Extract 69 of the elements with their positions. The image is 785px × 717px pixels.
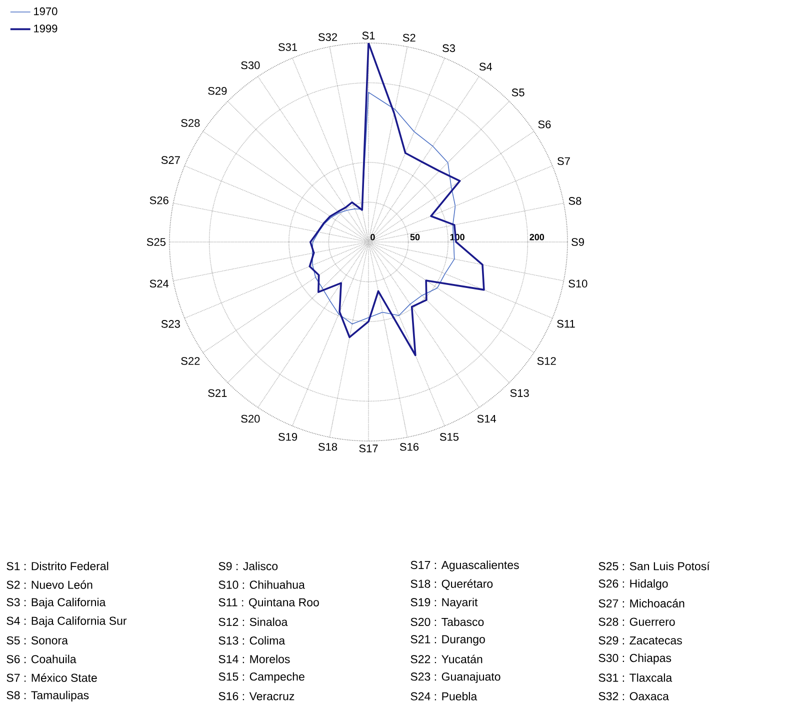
text: S22 : Yucatán [410, 654, 482, 664]
spoke-label: S18 [318, 442, 338, 451]
spoke-label: S31 [278, 43, 298, 51]
text: S4 : Baja California Sur [6, 616, 127, 628]
spoke-label: S30 [241, 61, 260, 70]
spoke-label: S14 [477, 414, 496, 423]
text: S21 : Durango [410, 635, 485, 646]
y-tick-label: 50 [410, 234, 420, 240]
text: S7 : México State [6, 673, 97, 682]
text: S17 : Aguascalientes [410, 560, 519, 572]
spoke-label: S32 [318, 33, 337, 42]
spoke-label: S22 [181, 357, 200, 365]
spoke-label: S9 [572, 238, 584, 246]
spoke-label: S12 [537, 357, 556, 365]
text: S27 : Michoacán [598, 598, 684, 608]
legend-label: 1999 [34, 24, 58, 32]
text: S1 : Distrito Federal [6, 562, 108, 570]
spoke-label: S5 [512, 88, 524, 96]
text: S13 : Colima [218, 636, 286, 645]
text: S2 : Nuevo León [6, 580, 92, 589]
spoke-label: S17 [359, 444, 378, 452]
spoke-label: S6 [538, 120, 551, 128]
y-tick-label: 200 [530, 234, 544, 240]
text: S9 : Jalisco [218, 562, 278, 570]
text: S3 : Baja California [6, 598, 106, 609]
text: S14 : Morelos [218, 654, 290, 664]
spoke-label: S13 [510, 389, 529, 397]
spoke-label: S4 [479, 62, 492, 71]
text: S26 : Hidalgo [598, 579, 668, 590]
text: S12 : Sinaloa [218, 618, 288, 626]
spoke-label: S7 [558, 157, 570, 166]
spoke-label: S2 [402, 34, 416, 42]
text: S28 : Guerrero [598, 618, 675, 626]
spoke-label: S26 [150, 196, 168, 204]
text: S20 : Tabasco [410, 618, 484, 626]
text: S5 : Sonora [6, 636, 68, 644]
spoke-label: S10 [568, 280, 588, 288]
spoke-label: S27 [161, 156, 180, 164]
legend-label: 1970 [34, 7, 58, 16]
text: S32 : Oaxaca [598, 692, 669, 700]
text: S19 : Nayarit [410, 598, 478, 609]
text: S25 : San Luis Potosí [598, 562, 710, 570]
spoke-label: S11 [557, 320, 575, 328]
text: S10 : Chihuahua [218, 580, 305, 589]
spoke-label: S20 [241, 414, 260, 423]
spoke-label: S19 [278, 433, 298, 441]
spoke-label: S23 [161, 320, 180, 328]
spoke-label: S29 [208, 87, 227, 95]
spoke-label: S1 [362, 32, 375, 40]
spoke-label: S16 [400, 442, 419, 451]
text: S15 : Campeche [218, 672, 304, 683]
text: S6 : Coahuila [6, 654, 76, 664]
text: S31 : Tlaxcala [598, 673, 672, 682]
spoke-label: S21 [208, 389, 227, 397]
y-tick-label: 0 [370, 234, 375, 240]
spoke-label: S24 [150, 280, 169, 288]
text: S11 : Quintana Roo [218, 598, 319, 608]
text: S16 : Veracruz [218, 692, 294, 700]
spoke-label: S28 [181, 119, 200, 127]
text: S23 : Guanajuato [410, 672, 500, 683]
text: S18 : Querétaro [410, 579, 493, 590]
text: S29 : Zacatecas [598, 636, 682, 644]
spoke-label: S3 [442, 44, 456, 52]
text: S8 : Tamaulipas [6, 690, 89, 702]
spoke-label: S25 [146, 238, 166, 246]
text: S30 : Chiapas [598, 654, 672, 664]
spoke-label: S15 [440, 433, 459, 441]
spoke-label: S8 [568, 197, 582, 205]
text: S24 : Puebla [410, 692, 478, 700]
